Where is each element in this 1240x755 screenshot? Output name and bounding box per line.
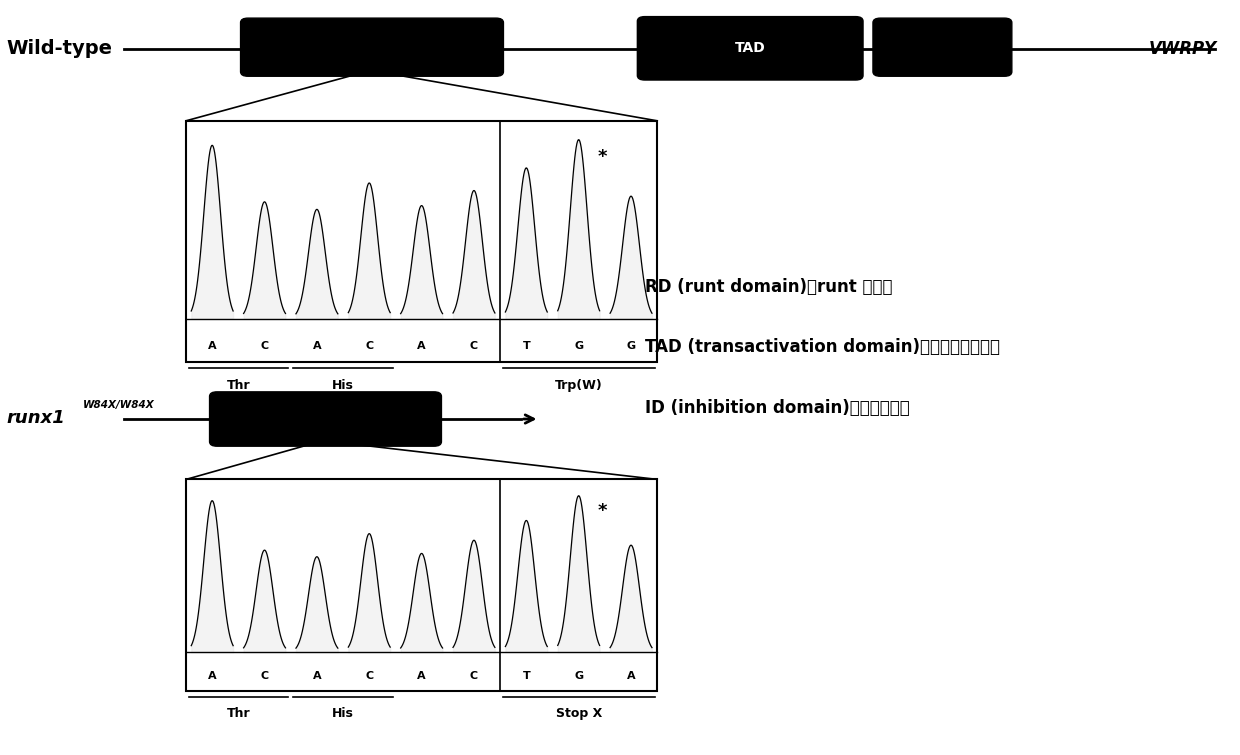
FancyBboxPatch shape [637, 17, 863, 80]
Text: A: A [418, 671, 425, 681]
Text: ID (inhibition domain)：抑制结构域: ID (inhibition domain)：抑制结构域 [645, 399, 910, 417]
Text: A: A [208, 341, 217, 351]
Text: Trp(W): Trp(W) [554, 379, 603, 392]
Text: Thr: Thr [227, 379, 250, 392]
Text: VWRPY: VWRPY [1148, 40, 1216, 58]
Text: A: A [312, 671, 321, 681]
Text: A: A [626, 671, 635, 681]
Text: C: C [470, 341, 477, 351]
Text: C: C [260, 341, 269, 351]
Text: His: His [332, 707, 353, 720]
Text: *: * [598, 148, 606, 166]
FancyBboxPatch shape [210, 392, 441, 446]
Text: A: A [418, 341, 425, 351]
FancyBboxPatch shape [241, 18, 503, 76]
Text: Wild-type: Wild-type [6, 39, 112, 58]
Text: RD (runt domain)：runt 结构域: RD (runt domain)：runt 结构域 [645, 278, 893, 296]
Text: TAD: TAD [735, 42, 765, 55]
Text: C: C [366, 341, 373, 351]
Text: W84X/W84X: W84X/W84X [83, 400, 155, 411]
Text: C: C [366, 671, 373, 681]
Text: *: * [598, 502, 606, 520]
Text: G: G [574, 671, 583, 681]
Text: T: T [522, 671, 531, 681]
Text: His: His [332, 379, 353, 392]
Text: TAD (transactivation domain)：转录激活结构域: TAD (transactivation domain)：转录激活结构域 [645, 338, 999, 356]
Text: T: T [522, 341, 531, 351]
Text: C: C [260, 671, 269, 681]
Bar [186, 479, 657, 691]
Text: A: A [208, 671, 217, 681]
Text: Thr: Thr [227, 707, 250, 720]
FancyBboxPatch shape [873, 18, 1012, 76]
Text: A: A [312, 341, 321, 351]
Text: C: C [470, 671, 477, 681]
Text: G: G [626, 341, 636, 351]
Text: G: G [574, 341, 583, 351]
Text: Stop X: Stop X [556, 707, 601, 720]
Bar [186, 121, 657, 362]
Text: runx1: runx1 [6, 409, 64, 427]
